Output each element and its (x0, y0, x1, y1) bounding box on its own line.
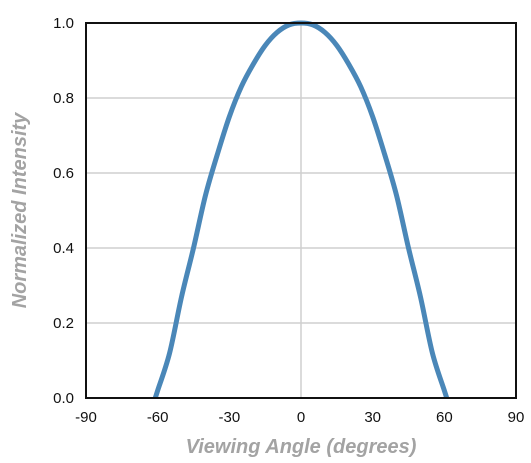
y-tick-label: 0.4 (53, 240, 74, 257)
x-tick-label: 90 (508, 409, 525, 426)
y-tick-label: 1.0 (53, 15, 74, 32)
y-tick-label: 0.6 (53, 165, 74, 182)
x-tick-label: -60 (147, 409, 169, 426)
x-tick-label: -90 (75, 409, 97, 426)
x-tick-label: 60 (436, 409, 453, 426)
y-tick-label: 0.2 (53, 315, 74, 332)
grid-lines (86, 23, 516, 398)
y-tick-label: 0.8 (53, 90, 74, 107)
y-tick-label: 0.0 (53, 390, 74, 407)
x-tick-label: -30 (218, 409, 240, 426)
x-tick-labels: -90 -60 -30 0 30 60 90 (75, 409, 524, 426)
x-tick-label: 30 (364, 409, 381, 426)
y-tick-labels: 0.0 0.2 0.4 0.6 0.8 1.0 (53, 15, 74, 407)
x-tick-label: 0 (297, 409, 305, 426)
y-axis-label: Normalized Intensity (9, 112, 31, 308)
plot-frame (85, 22, 517, 399)
x-axis-label: Viewing Angle (degrees) (186, 436, 417, 458)
